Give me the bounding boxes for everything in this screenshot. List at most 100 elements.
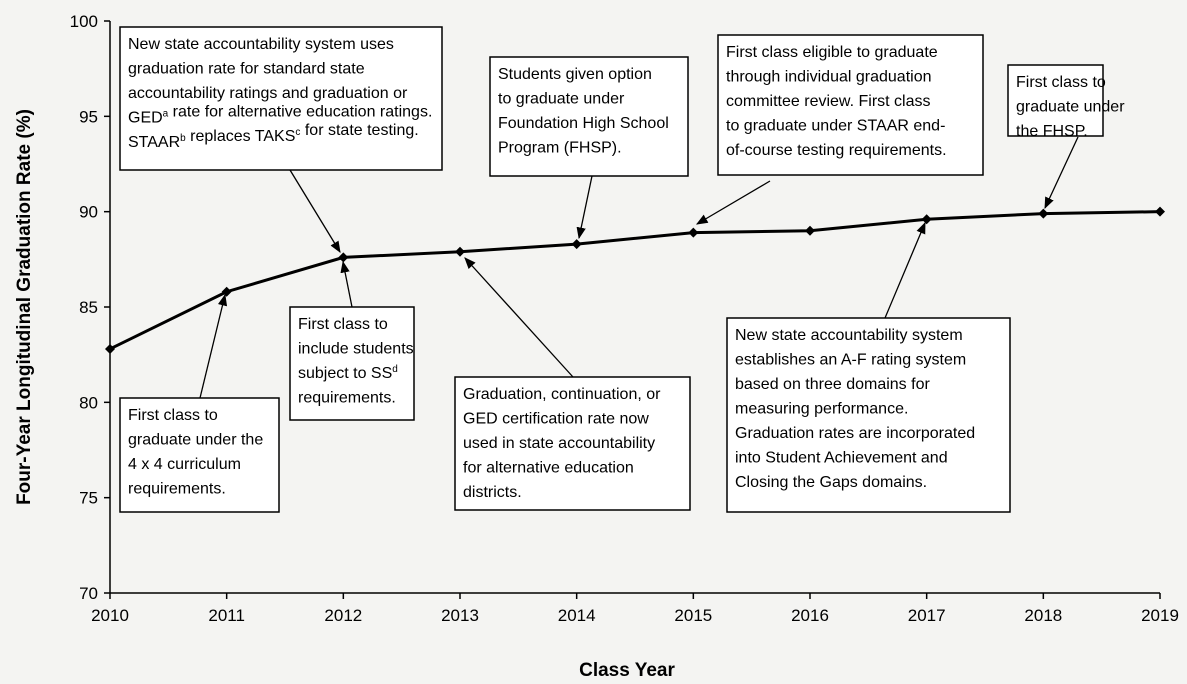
annotation-superscript: d: [392, 364, 398, 375]
annotation-text-span: to graduate under: [498, 91, 625, 108]
annotation-text-span: First class to: [1016, 74, 1106, 91]
annotation-text-span: New state accountability system: [735, 327, 963, 344]
y-tick-label: 90: [79, 203, 98, 222]
x-tick-label: 2011: [208, 606, 245, 625]
annotation-text-span: through individual graduation: [726, 69, 931, 86]
data-point: [921, 214, 932, 225]
annotation-text-span: committee review. First class: [726, 93, 930, 110]
annotation-text-span: First class to: [128, 407, 218, 424]
annotation-arrow: [464, 257, 574, 378]
x-tick-label: 2012: [324, 606, 362, 625]
annotation-text: Students given option: [498, 66, 652, 83]
annotation-text: graduate under the: [128, 432, 263, 449]
data-point: [338, 252, 349, 263]
annotation-box: [717, 34, 984, 176]
annotation-box: [489, 56, 689, 177]
annotation: Students given option to graduate under Fo…: [489, 56, 689, 240]
annotation-text: through individual graduation: [726, 69, 931, 86]
y-tick-label: 95: [79, 107, 98, 126]
annotation-text: committee review. First class: [726, 93, 930, 110]
annotation-text: establishes an A-F rating system: [735, 352, 966, 369]
annotation-text-span: for state testing.: [300, 122, 418, 139]
data-point: [688, 227, 699, 238]
annotation-arrow: [1044, 136, 1079, 210]
data-point: [105, 343, 115, 354]
annotation-box: [726, 317, 1011, 513]
annotation-text: based on three domains for: [735, 376, 930, 393]
annotation-text: Graduation, continuation, or: [463, 386, 661, 403]
annotation-text: Foundation High School: [498, 115, 669, 132]
annotation-text: used in state accountability: [463, 435, 655, 452]
annotation-text-span: include students: [298, 341, 414, 358]
annotation-text: to graduate under STAAR end-: [726, 118, 945, 135]
annotation-text-span: graduate under: [1016, 99, 1125, 116]
annotation-text-span: Graduation rates are incorporated: [735, 425, 975, 442]
annotation-text-span: First class to: [298, 316, 388, 333]
annotation-text: Program (FHSP).: [498, 140, 622, 157]
data-point: [1038, 208, 1049, 219]
annotation-text: First class to: [298, 316, 388, 333]
data-point: [805, 225, 815, 236]
annotation: Graduation, continuation, or GED certific…: [454, 257, 691, 511]
annotation-text-span: Students given option: [498, 66, 652, 83]
annotation-text-span: STAAR: [128, 134, 180, 151]
annotation-text: Graduation rates are incorporated: [735, 425, 975, 442]
y-axis-title: Four-Year Longitudinal Graduation Rate (…: [14, 109, 35, 505]
y-tick-label: 100: [70, 12, 98, 31]
annotation-text: graduate under: [1016, 99, 1125, 116]
annotation-text: the FHSP.: [1016, 123, 1088, 140]
annotation-text-span: measuring performance.: [735, 401, 908, 418]
y-tick-label: 70: [79, 584, 98, 603]
annotation-text-span: rate for alternative education ratings.: [168, 104, 432, 121]
annotation-text: Closing the Gaps domains.: [735, 474, 927, 491]
annotation: First class to include students subject to…: [289, 260, 415, 421]
annotation-text-span: districts.: [463, 484, 522, 501]
x-tick-label: 2013: [441, 606, 479, 625]
annotation-text-span: GED certification rate now: [463, 411, 649, 428]
annotation-text: requirements.: [128, 481, 226, 498]
annotation-box: [289, 306, 415, 421]
annotation-text-span: the FHSP.: [1016, 123, 1088, 140]
annotation-text-span: New state accountability system uses: [128, 36, 394, 53]
annotation-box: [454, 376, 691, 511]
annotation-superscript: c: [295, 127, 300, 138]
annotation-superscript: a: [163, 109, 169, 120]
annotation-text-span: accountability ratings and graduation or: [128, 85, 408, 102]
annotation-text-span: Closing the Gaps domains.: [735, 474, 927, 491]
annotation-text-span: based on three domains for: [735, 376, 930, 393]
annotation-text: of-course testing requirements.: [726, 142, 947, 159]
annotation: First class to graduate under the 4 x 4 cu…: [119, 293, 280, 513]
annotation-text: New state accountability system: [735, 327, 963, 344]
annotation-text-span: requirements.: [128, 481, 226, 498]
annotation-text: First class eligible to graduate: [726, 44, 938, 61]
x-tick-label: 2015: [674, 606, 712, 625]
annotation-text: measuring performance.: [735, 401, 908, 418]
annotation-text: for alternative education: [463, 460, 634, 477]
x-tick-label: 2019: [1141, 606, 1179, 625]
annotation: New state accountability system establish…: [726, 221, 1011, 513]
annotation-text: graduation rate for standard state: [128, 61, 365, 78]
annotation-text-span: establishes an A-F rating system: [735, 352, 966, 369]
annotation-text-span: graduate under the: [128, 432, 263, 449]
x-tick-label: 2010: [91, 606, 129, 625]
annotation-arrow: [884, 221, 926, 319]
x-axis-title: Class Year: [579, 660, 675, 681]
annotation: New state accountability system uses grad…: [119, 26, 443, 253]
x-tick-label: 2016: [791, 606, 829, 625]
data-point: [455, 246, 465, 257]
annotation-arrow: [289, 169, 341, 253]
annotation-text: into Student Achievement and: [735, 450, 948, 467]
annotation-text: subject to SSd: [298, 364, 398, 382]
annotation-text: accountability ratings and graduation or: [128, 85, 408, 102]
annotation-text-span: subject to SS: [298, 365, 392, 382]
annotation-text: GED certification rate now: [463, 411, 649, 428]
annotation-text: requirements.: [298, 390, 396, 407]
annotation-box: [119, 397, 280, 513]
annotation-arrow: [695, 180, 771, 225]
annotation-text-span: Graduation, continuation, or: [463, 386, 661, 403]
annotation-text: include students: [298, 341, 414, 358]
annotation-text: districts.: [463, 484, 522, 501]
annotation-text-span: to graduate under STAAR end-: [726, 118, 945, 135]
data-point: [1155, 206, 1165, 217]
